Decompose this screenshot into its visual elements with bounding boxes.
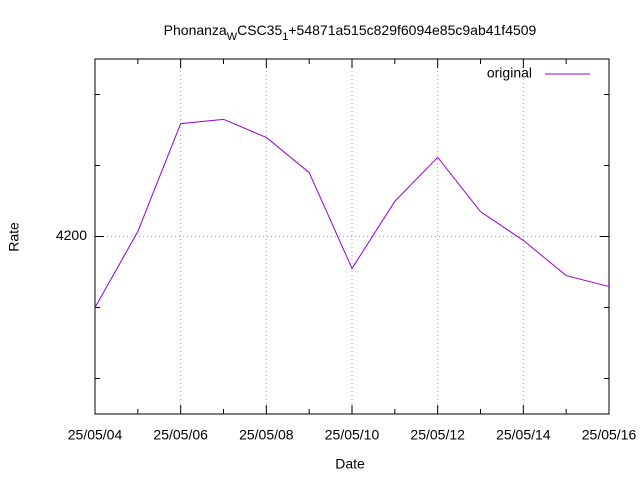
- plot-border: [94, 58, 610, 415]
- title-subscript: W: [227, 31, 238, 43]
- chart-title: PhonanzaWCSC351+54871a515c829f6094e85c9a…: [164, 22, 537, 43]
- legend-label: original: [487, 65, 532, 81]
- x-tick-label: 25/05/10: [325, 427, 380, 443]
- x-tick-label: 25/05/16: [582, 427, 637, 443]
- title-part: Phonanza: [164, 22, 227, 38]
- x-tick-label: 25/05/04: [68, 427, 123, 443]
- x-axis-label: Date: [335, 456, 365, 472]
- data-line: [94, 118, 610, 308]
- y-tick-label: 4200: [56, 227, 87, 243]
- x-tick-label: 25/05/12: [410, 427, 465, 443]
- title-subscript: 1: [282, 31, 288, 43]
- x-tick-label: 25/05/06: [153, 427, 208, 443]
- title-part: CSC35: [237, 22, 282, 38]
- y-axis-label: Rate: [6, 222, 22, 252]
- x-tick-label: 25/05/14: [496, 427, 551, 443]
- x-tick-label: 25/05/08: [239, 427, 294, 443]
- title-part: +54871a515c829f6094e85c9ab41f4509: [288, 22, 536, 38]
